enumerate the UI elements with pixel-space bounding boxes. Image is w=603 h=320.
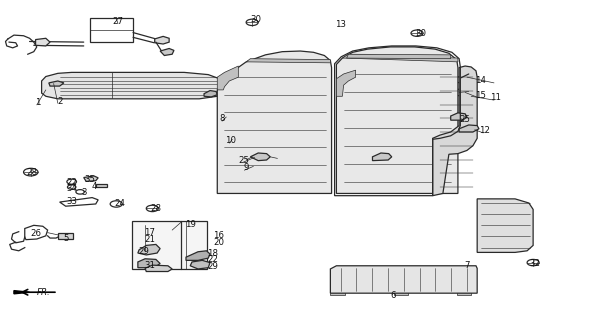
Polygon shape	[145, 265, 172, 271]
Polygon shape	[432, 66, 477, 196]
Text: 28: 28	[27, 168, 37, 177]
Polygon shape	[250, 153, 270, 161]
Polygon shape	[347, 54, 450, 59]
Polygon shape	[336, 70, 356, 96]
Polygon shape	[459, 125, 479, 132]
Circle shape	[196, 261, 208, 268]
Text: 28: 28	[150, 204, 162, 213]
Bar	[132, 220, 207, 269]
Polygon shape	[246, 59, 330, 63]
Bar	[456, 292, 471, 295]
Polygon shape	[450, 113, 467, 120]
Text: 30: 30	[415, 29, 426, 38]
Polygon shape	[190, 260, 210, 269]
Polygon shape	[138, 259, 160, 268]
Polygon shape	[14, 291, 30, 294]
Text: 26: 26	[30, 229, 41, 238]
Text: 8: 8	[219, 114, 225, 123]
Bar	[330, 292, 345, 295]
Text: 25: 25	[239, 156, 250, 164]
Text: 22: 22	[207, 255, 218, 264]
Polygon shape	[336, 47, 458, 194]
Text: 20: 20	[213, 238, 224, 247]
Text: 1: 1	[35, 98, 41, 107]
Text: 3: 3	[81, 188, 86, 197]
Text: 9: 9	[244, 164, 249, 172]
Polygon shape	[36, 38, 50, 46]
Polygon shape	[217, 66, 238, 90]
Text: 14: 14	[475, 76, 486, 85]
Text: 30: 30	[251, 15, 262, 24]
Polygon shape	[138, 244, 160, 255]
Polygon shape	[186, 251, 210, 260]
Text: 5: 5	[63, 234, 68, 243]
Bar	[96, 184, 107, 187]
Text: 4: 4	[91, 182, 96, 191]
Text: 18: 18	[207, 249, 218, 258]
Polygon shape	[49, 81, 64, 86]
Text: 29: 29	[139, 247, 150, 256]
Polygon shape	[477, 199, 533, 252]
Text: 31: 31	[144, 261, 156, 270]
Text: 7: 7	[464, 261, 470, 270]
Polygon shape	[204, 91, 217, 97]
Polygon shape	[160, 49, 174, 55]
Polygon shape	[373, 153, 392, 161]
Text: 17: 17	[144, 228, 156, 237]
Text: 21: 21	[144, 235, 156, 244]
Text: 15: 15	[475, 91, 486, 100]
Text: 33: 33	[66, 197, 77, 206]
Polygon shape	[84, 176, 98, 181]
Text: 27: 27	[113, 17, 124, 26]
Text: 29: 29	[207, 262, 218, 271]
Text: 34: 34	[66, 184, 77, 193]
Text: 2: 2	[57, 97, 62, 106]
Text: 19: 19	[185, 220, 195, 229]
Polygon shape	[343, 54, 458, 62]
Text: 11: 11	[490, 93, 500, 102]
Polygon shape	[330, 266, 477, 293]
Text: 35: 35	[84, 175, 95, 184]
Polygon shape	[217, 51, 332, 194]
Text: FR.: FR.	[37, 288, 51, 297]
Text: 10: 10	[225, 136, 236, 145]
Text: 32: 32	[529, 259, 540, 268]
Bar	[90, 18, 133, 42]
Text: 22: 22	[66, 179, 77, 188]
Text: 12: 12	[479, 126, 490, 135]
Text: 16: 16	[213, 231, 224, 240]
Polygon shape	[155, 36, 169, 44]
Polygon shape	[42, 72, 226, 99]
Bar	[58, 233, 73, 239]
Text: 25: 25	[459, 115, 470, 124]
Text: 24: 24	[115, 199, 125, 208]
Text: 6: 6	[390, 291, 396, 300]
Text: 13: 13	[335, 20, 346, 29]
Bar	[394, 292, 408, 295]
